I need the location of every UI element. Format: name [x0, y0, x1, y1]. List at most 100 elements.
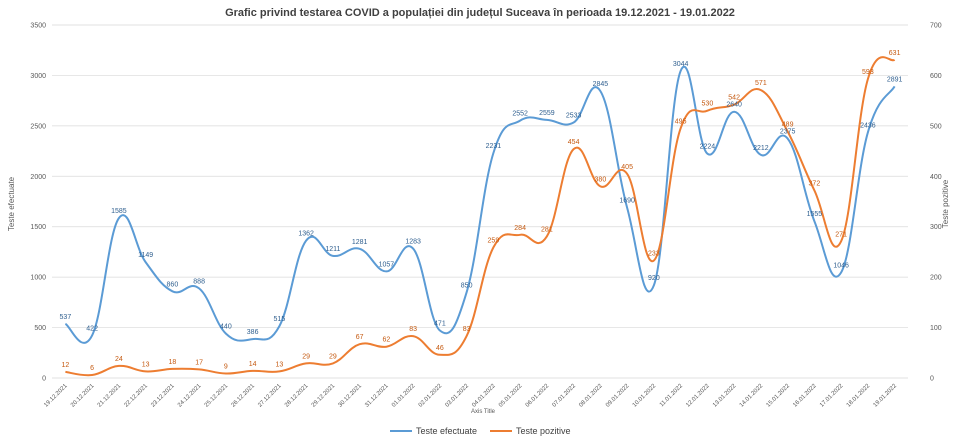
x-tick-label: 07.01.2022 [552, 383, 578, 409]
data-label: 515 [274, 316, 286, 323]
data-label: 1362 [298, 231, 314, 238]
data-label: 281 [541, 226, 553, 233]
left-tick-label: 2000 [30, 174, 46, 181]
x-tick-label: 09.01.2022 [605, 383, 631, 409]
right-tick-label: 0 [930, 376, 934, 383]
right-tick-label: 700 [930, 23, 942, 30]
data-label: 380 [595, 176, 607, 183]
data-label: 14 [249, 361, 257, 368]
x-tick-label: 22.12.2021 [124, 383, 150, 409]
data-label: 2559 [539, 110, 555, 117]
data-label: 29 [302, 353, 310, 360]
data-label: 593 [862, 69, 874, 76]
data-label: 6 [90, 365, 94, 372]
data-label: 1690 [619, 198, 635, 205]
data-label: 888 [193, 278, 205, 285]
legend: Teste efectuate Teste pozitive [390, 426, 571, 436]
data-label: 9 [224, 363, 228, 370]
data-label: 29 [329, 353, 337, 360]
data-label: 284 [514, 225, 526, 232]
series-line-1 [64, 65, 896, 344]
data-label: 405 [621, 164, 633, 171]
x-tick-label: 23.12.2021 [150, 383, 176, 409]
left-tick-label: 1500 [30, 224, 46, 231]
left-tick-label: 3000 [30, 73, 46, 80]
data-label: 3044 [673, 61, 689, 68]
right-axis-title: Teste pozitive [941, 179, 950, 228]
data-label: 1585 [111, 208, 127, 215]
x-tick-label: 02.01.2022 [418, 383, 444, 409]
x-tick-label: 04.01.2022 [471, 383, 497, 409]
chart-title: Grafic privind testarea COVID a populați… [225, 7, 735, 19]
data-label: 1149 [138, 252, 153, 259]
data-label: 440 [220, 324, 232, 331]
data-label: 271 [835, 231, 847, 238]
x-tick-label: 10.01.2022 [632, 383, 658, 409]
legend-label: Teste pozitive [516, 426, 571, 436]
right-tick-label: 400 [930, 174, 942, 181]
data-label: 2436 [860, 122, 876, 129]
data-label: 2224 [700, 144, 716, 151]
x-tick-label: 24.12.2021 [177, 383, 203, 409]
data-label: 2640 [726, 102, 742, 109]
right-tick-label: 600 [930, 73, 942, 80]
x-tick-label: 16.01.2022 [792, 383, 818, 409]
x-tick-label: 08.01.2022 [578, 383, 604, 409]
right-tick-label: 200 [930, 275, 942, 282]
data-label: 495 [675, 118, 687, 125]
data-label: 62 [382, 337, 390, 344]
data-label: 2891 [887, 76, 903, 83]
data-label: 571 [755, 80, 767, 87]
left-tick-label: 500 [34, 325, 46, 332]
data-label: 17 [195, 359, 203, 366]
x-tick-label: 13.01.2022 [712, 383, 738, 409]
data-label: 1211 [325, 246, 340, 253]
data-label: 422 [86, 325, 98, 332]
left-axis-title: Teste efectuate [7, 176, 16, 231]
x-axis-ticks: 19.12.2021 20.12.2021 21.12.2021 22.12.2021… [43, 383, 898, 409]
x-tick-label: 12.01.2022 [685, 383, 711, 409]
right-tick-label: 300 [930, 224, 942, 231]
data-label: 13 [142, 361, 150, 368]
x-tick-label: 21.12.2021 [97, 383, 123, 409]
data-label: 12 [61, 362, 69, 369]
data-label: 860 [167, 281, 179, 288]
data-label: 537 [60, 314, 72, 321]
data-label: 386 [247, 329, 259, 336]
left-axis-ticks: 0 500 1000 1500 2000 2500 3000 3500 [30, 23, 46, 383]
data-label: 83 [463, 326, 471, 333]
x-tick-label: 03.01.2022 [445, 383, 471, 409]
gridlines [52, 24, 908, 379]
x-tick-label: 30.12.2021 [338, 383, 364, 409]
data-label: 1555 [807, 211, 823, 218]
data-label: 83 [409, 326, 417, 333]
right-tick-label: 500 [930, 123, 942, 130]
x-tick-label: 18.01.2022 [846, 383, 872, 409]
legend-label: Teste efectuate [416, 426, 477, 436]
x-tick-label: 25.12.2021 [204, 383, 230, 409]
x-tick-label: 27.12.2021 [257, 383, 283, 409]
x-tick-label: 06.01.2022 [525, 383, 551, 409]
x-tick-label: 15.01.2022 [766, 383, 792, 409]
left-tick-label: 2500 [30, 123, 46, 130]
data-label: 2231 [486, 143, 502, 150]
data-label: 471 [434, 320, 446, 327]
x-tick-label: 19.01.2022 [873, 383, 899, 409]
x-tick-label: 31.12.2021 [364, 383, 390, 409]
data-label: 1283 [405, 239, 421, 246]
left-tick-label: 0 [42, 376, 46, 383]
data-label: 2375 [780, 128, 796, 135]
data-label: 850 [461, 282, 473, 289]
series-line-2 [65, 56, 896, 377]
data-label: 2533 [566, 113, 582, 120]
x-tick-label: 11.01.2022 [659, 383, 685, 409]
x-tick-label: 14.01.2022 [739, 383, 765, 409]
x-tick-label: 05.01.2022 [498, 383, 524, 409]
data-label: 1057 [379, 261, 395, 268]
data-label: 2212 [753, 145, 769, 152]
data-label: 631 [889, 50, 901, 57]
x-tick-label: 20.12.2021 [70, 383, 96, 409]
